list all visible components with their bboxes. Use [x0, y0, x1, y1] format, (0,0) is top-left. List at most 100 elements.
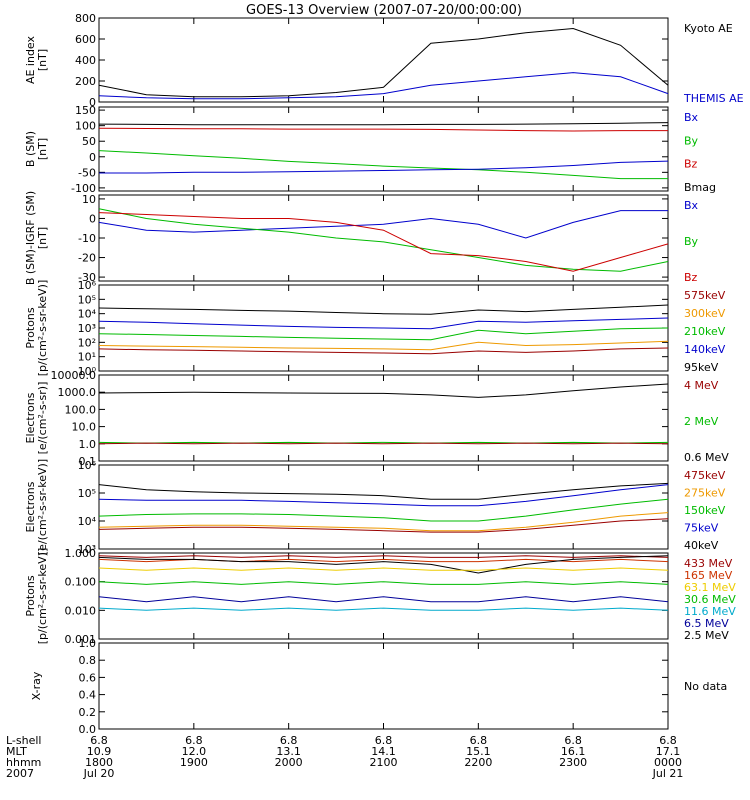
panel-frame [98, 642, 669, 730]
footer-date-label: Jul 21 [652, 767, 684, 780]
legend-75kev: 75keV [684, 522, 719, 535]
footer-hhmm-label: 2300 [559, 756, 587, 769]
y-tick-label: 10.0 [72, 421, 97, 434]
legend-2-mev: 2 MeV [684, 415, 719, 428]
legend-140kev: 140keV [684, 343, 726, 356]
y-tick-label: 10⁵ [78, 293, 96, 306]
footer-lshell-label: 6.8 [470, 734, 488, 747]
y-tick-label: 0 [89, 212, 96, 225]
footer-row-label: 2007 [6, 767, 34, 780]
series-by [98, 208, 669, 272]
panel-electrons_diff: 10³ 10⁴ 10⁵ 10⁶ Electrons[e/(cm²-s-sr-keV)] 4… [24, 459, 726, 556]
y-axis-label: B (SM)[nT] [24, 131, 49, 167]
panel-bigrf: -30 -20 -10 0 10 B (SM)-IGRF (SM)[nT] Bx By Bz [24, 191, 699, 285]
y-axis-label: B (SM)-IGRF (SM)[nT] [24, 191, 49, 285]
y-tick-label: 10³ [78, 543, 96, 556]
panel-ae: 0 200 400 600 800 AE index[nT] Kyoto AE THEMIS … [24, 12, 744, 109]
legend-2-5-mev: 2.5 MeV [684, 629, 729, 642]
y-axis-label-line: [p/(cm²-s-sr-keV)] [36, 548, 49, 645]
y-tick-label: 10³ [78, 322, 96, 335]
series-6-5-mev [98, 596, 669, 603]
footer-mlt-label: 12.0 [182, 745, 207, 758]
footer-mlt-label: 17.1 [656, 745, 681, 758]
y-axis-label-line: [nT] [36, 227, 49, 249]
series-0-6-mev [98, 383, 669, 398]
panel-frame [98, 17, 669, 103]
y-tick-label: 100.0 [65, 403, 97, 416]
footer-mlt-label: 16.1 [561, 745, 586, 758]
footer-hhmm-label: 2000 [275, 756, 303, 769]
y-axis-label: Electrons[e/(cm²-s-sr)] [24, 382, 49, 455]
y-axis-label-line: [nT] [36, 49, 49, 71]
footer-hhmm-label: 2200 [464, 756, 492, 769]
legend-0-6-mev: 0.6 MeV [684, 451, 729, 464]
series-63-1-mev [98, 567, 669, 571]
legend-bx: Bx [684, 111, 699, 124]
y-axis-label-line: Electrons [24, 481, 37, 532]
y-axis-label-line: [nT] [36, 138, 49, 160]
series-575kev [98, 347, 669, 355]
legend-40kev: 40keV [684, 539, 719, 552]
y-axis-label-line: Protons [24, 307, 37, 348]
y-tick-label: 200 [75, 75, 96, 88]
y-tick-label: 10⁵ [78, 487, 96, 500]
y-tick-label: 0.1 [79, 455, 97, 468]
legend-4-mev: 4 MeV [684, 379, 719, 392]
footer-row-label: hhmm [6, 756, 41, 769]
series-140kev [98, 317, 669, 330]
footer-mlt-label: 14.1 [371, 745, 396, 758]
footer-row-label: MLT [6, 745, 27, 758]
y-tick-label: 0.8 [79, 654, 97, 667]
legend-6-5-mev: 6.5 MeV [684, 617, 729, 630]
footer-hhmm-label: 1800 [85, 756, 113, 769]
y-tick-label: 400 [75, 54, 96, 67]
y-tick-label: 150 [75, 104, 96, 117]
y-tick-label: 600 [75, 33, 96, 46]
y-tick-label: 0.6 [79, 671, 97, 684]
footer-mlt-label: 10.9 [87, 745, 112, 758]
legend-11-6-mev: 11.6 MeV [684, 605, 736, 618]
y-tick-label: 1.000 [65, 547, 97, 560]
y-tick-label: 50 [82, 135, 96, 148]
y-tick-label: -10 [78, 232, 96, 245]
y-axis-label: Protons[p/(cm²-s-sr-keV)] [24, 548, 49, 645]
footer-date-label: Jul 20 [83, 767, 115, 780]
legend-575kev: 575keV [684, 289, 726, 302]
panel-frame [98, 464, 669, 550]
series-bz [98, 212, 669, 272]
y-axis-label: Protons[p/(cm²-s-sr-keV)] [24, 280, 49, 377]
panel-bsm: -100 -50 0 50 100 150 B (SM)[nT] Bx By Bz Bmag [24, 104, 716, 195]
footer-lshell-label: 6.8 [659, 734, 677, 747]
y-axis-label-line: X-ray [30, 671, 43, 700]
legend-433-mev: 433 MeV [684, 557, 733, 570]
legend-475kev: 475keV [684, 469, 726, 482]
legend-210kev: 210keV [684, 325, 726, 338]
series-bz [98, 127, 668, 132]
y-tick-label: 0.010 [65, 604, 97, 617]
panel-xray: 0.0 0.2 0.4 0.6 0.8 1.0 X-ray No data [30, 637, 727, 736]
panel-frame [98, 552, 669, 640]
y-axis-label-line: AE index [24, 35, 37, 84]
footer-mlt-label: 13.1 [276, 745, 301, 758]
series-11-6-mev [98, 607, 669, 611]
y-tick-label: -30 [78, 271, 96, 284]
series-475kev [98, 518, 669, 533]
footer-hhmm-label: 0000 [654, 756, 682, 769]
legend-bz: Bz [684, 158, 698, 171]
y-axis-label-line: Electrons [24, 392, 37, 443]
legend-63-1-mev: 63.1 MeV [684, 581, 736, 594]
panel-electrons_integral: 0.11.010.0100.01000.010000.0Electrons[e/… [24, 369, 729, 468]
legend-275kev: 275keV [684, 487, 726, 500]
legend-30-6-mev: 30.6 MeV [684, 593, 736, 606]
panel-frame [98, 106, 669, 192]
legend-150kev: 150keV [684, 504, 726, 517]
legend-kyoto-ae: Kyoto AE [684, 22, 733, 35]
y-tick-label: 0.0 [79, 723, 97, 736]
series-kyoto-ae [98, 27, 669, 98]
legend-bmag: Bmag [684, 181, 716, 194]
y-axis-label-line: [p/(cm²-s-sr-keV)] [36, 280, 49, 377]
y-tick-label: 0 [89, 96, 96, 109]
